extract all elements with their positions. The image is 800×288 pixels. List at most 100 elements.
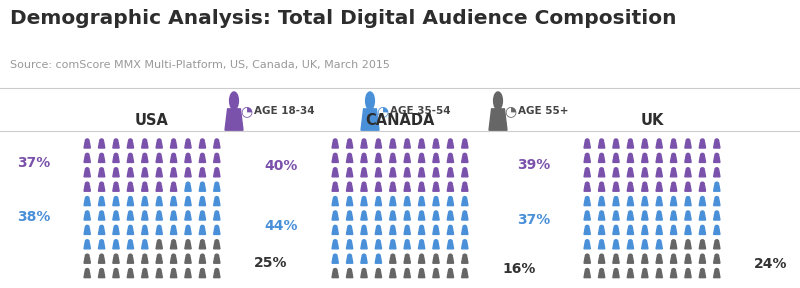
Polygon shape — [98, 200, 105, 206]
Circle shape — [449, 268, 452, 272]
Polygon shape — [170, 200, 177, 206]
Polygon shape — [156, 272, 162, 278]
Circle shape — [715, 225, 718, 229]
Circle shape — [672, 182, 675, 186]
Circle shape — [377, 268, 380, 272]
Circle shape — [143, 153, 146, 157]
Polygon shape — [332, 200, 338, 206]
Polygon shape — [613, 243, 619, 249]
Circle shape — [614, 153, 618, 157]
Circle shape — [143, 196, 146, 200]
Polygon shape — [156, 200, 162, 206]
Circle shape — [172, 268, 175, 272]
Polygon shape — [699, 185, 706, 191]
Circle shape — [377, 254, 380, 258]
Polygon shape — [598, 200, 605, 206]
Circle shape — [391, 211, 394, 215]
Polygon shape — [627, 157, 634, 162]
Circle shape — [230, 92, 238, 110]
Polygon shape — [170, 243, 177, 249]
Polygon shape — [656, 243, 662, 249]
Polygon shape — [361, 200, 367, 206]
Circle shape — [449, 240, 452, 243]
Circle shape — [158, 268, 161, 272]
Circle shape — [434, 254, 438, 258]
Polygon shape — [185, 200, 191, 206]
Polygon shape — [199, 214, 206, 220]
Circle shape — [186, 268, 190, 272]
Circle shape — [172, 153, 175, 157]
Circle shape — [629, 225, 632, 229]
Circle shape — [600, 225, 603, 229]
Polygon shape — [127, 185, 134, 191]
Polygon shape — [627, 243, 634, 249]
Circle shape — [715, 139, 718, 143]
Polygon shape — [462, 185, 468, 191]
Polygon shape — [84, 157, 90, 162]
Polygon shape — [670, 142, 677, 148]
Polygon shape — [214, 157, 220, 162]
Polygon shape — [199, 200, 206, 206]
Polygon shape — [598, 214, 605, 220]
Circle shape — [672, 196, 675, 200]
Polygon shape — [332, 214, 338, 220]
Circle shape — [715, 254, 718, 258]
Polygon shape — [642, 185, 648, 191]
Polygon shape — [447, 272, 454, 278]
Circle shape — [100, 168, 103, 171]
Polygon shape — [418, 142, 425, 148]
Polygon shape — [714, 171, 720, 177]
Polygon shape — [613, 185, 619, 191]
Circle shape — [158, 196, 161, 200]
Circle shape — [362, 196, 366, 200]
Circle shape — [86, 139, 89, 143]
Polygon shape — [613, 200, 619, 206]
Polygon shape — [714, 243, 720, 249]
Circle shape — [143, 182, 146, 186]
Polygon shape — [656, 229, 662, 234]
Circle shape — [362, 240, 366, 243]
Polygon shape — [584, 272, 590, 278]
Circle shape — [334, 168, 337, 171]
Circle shape — [449, 168, 452, 171]
Circle shape — [658, 168, 661, 171]
Polygon shape — [390, 157, 396, 162]
Polygon shape — [584, 142, 590, 148]
Polygon shape — [156, 185, 162, 191]
Polygon shape — [142, 200, 148, 206]
Circle shape — [643, 168, 646, 171]
Circle shape — [658, 196, 661, 200]
Polygon shape — [656, 214, 662, 220]
Circle shape — [334, 153, 337, 157]
Circle shape — [463, 182, 466, 186]
Polygon shape — [418, 229, 425, 234]
Circle shape — [614, 182, 618, 186]
Polygon shape — [214, 200, 220, 206]
Circle shape — [391, 182, 394, 186]
Circle shape — [86, 168, 89, 171]
Circle shape — [420, 211, 423, 215]
Polygon shape — [685, 257, 691, 263]
Polygon shape — [642, 243, 648, 249]
Circle shape — [614, 268, 618, 272]
Polygon shape — [685, 272, 691, 278]
Circle shape — [129, 182, 132, 186]
Circle shape — [86, 225, 89, 229]
Circle shape — [672, 268, 675, 272]
Circle shape — [334, 268, 337, 272]
Circle shape — [420, 196, 423, 200]
Circle shape — [434, 168, 438, 171]
Polygon shape — [332, 243, 338, 249]
Polygon shape — [170, 142, 177, 148]
Circle shape — [201, 168, 204, 171]
Text: 39%: 39% — [517, 158, 550, 172]
Circle shape — [377, 153, 380, 157]
Circle shape — [701, 225, 704, 229]
Circle shape — [158, 211, 161, 215]
Polygon shape — [418, 185, 425, 191]
Circle shape — [186, 211, 190, 215]
Text: 44%: 44% — [265, 219, 298, 233]
Polygon shape — [170, 171, 177, 177]
Circle shape — [158, 168, 161, 171]
Circle shape — [701, 196, 704, 200]
